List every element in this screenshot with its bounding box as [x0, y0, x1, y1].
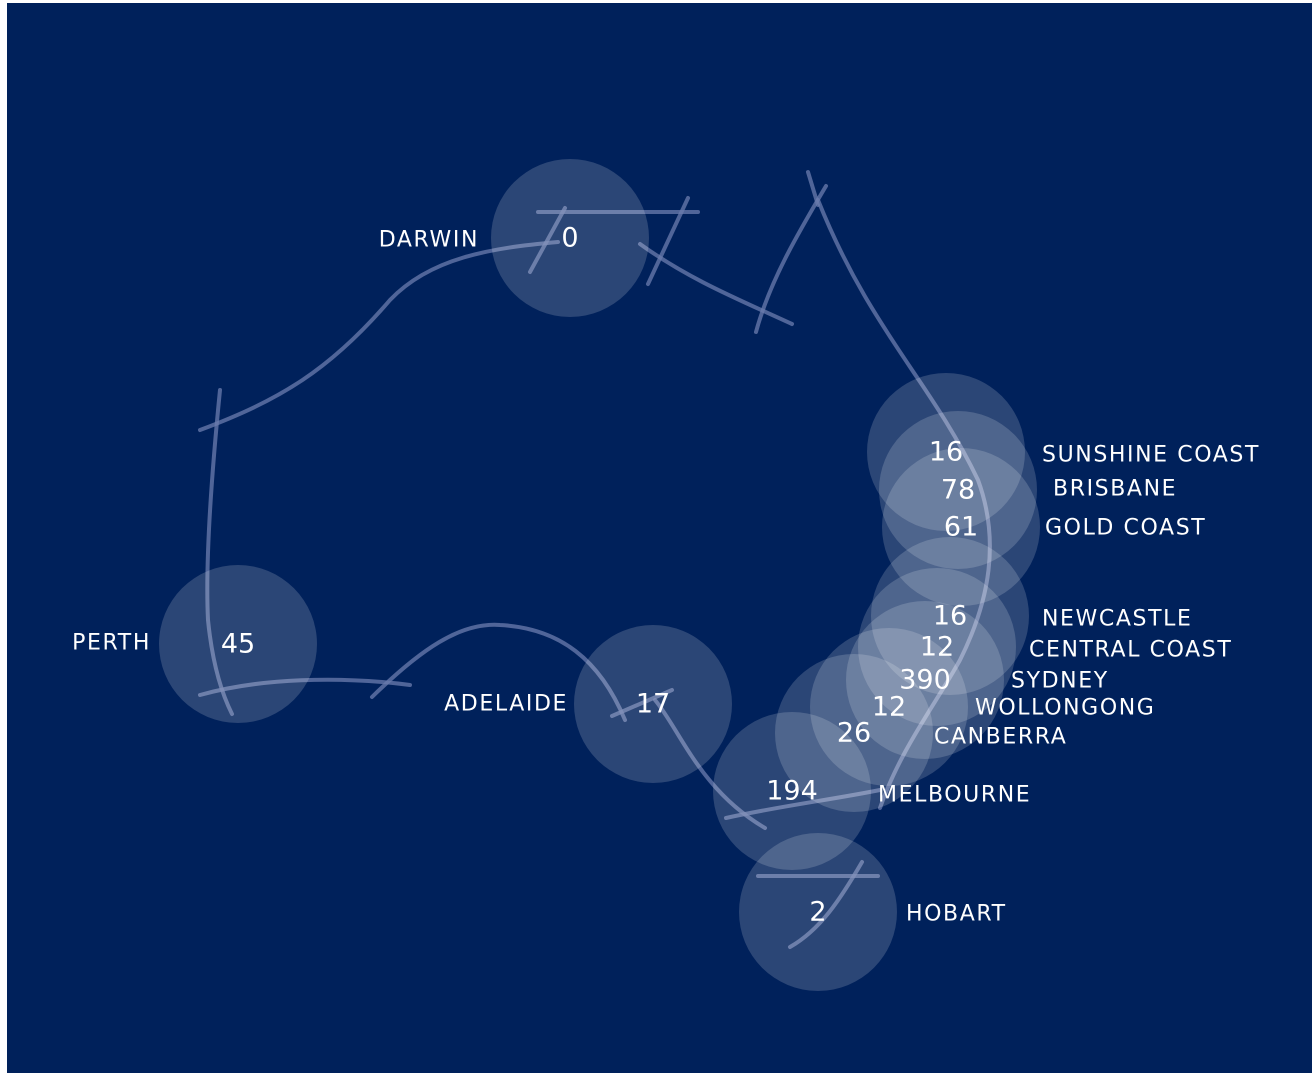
coast-bight	[370, 622, 627, 722]
bubble-perth[interactable]	[159, 565, 317, 723]
coast-cape-york	[754, 184, 828, 334]
label-canberra: CANBERRA	[934, 725, 1067, 750]
label-newcastle: NEWCASTLE	[1042, 607, 1192, 632]
bubble-wollongong[interactable]	[810, 628, 968, 786]
bubble-adelaide[interactable]	[574, 625, 732, 783]
label-perth: PERTH	[72, 631, 151, 656]
count-canberra: 26	[837, 718, 871, 749]
coast-north-west	[198, 240, 560, 432]
bubble-central-coast[interactable]	[858, 568, 1016, 726]
coast-gulf	[638, 242, 794, 326]
label-brisbane: BRISBANE	[1053, 477, 1177, 502]
label-wollongong: WOLLONGONG	[975, 696, 1155, 721]
label-central-coast: CENTRAL COAST	[1029, 638, 1232, 663]
label-sydney: SYDNEY	[1011, 669, 1109, 694]
count-adelaide: 17	[636, 689, 670, 720]
count-newcastle: 16	[933, 601, 967, 632]
coast-east	[816, 198, 992, 810]
count-sunshine-coast: 16	[929, 437, 963, 468]
bubble-melbourne[interactable]	[713, 712, 871, 870]
coast-top-end-left	[528, 206, 567, 274]
label-hobart: HOBART	[906, 902, 1007, 927]
count-central-coast: 12	[920, 632, 954, 663]
coast-south	[610, 688, 674, 718]
bubble-brisbane[interactable]	[879, 411, 1037, 569]
bubble-darwin[interactable]	[491, 159, 649, 317]
coast-west	[205, 388, 234, 716]
city-labels: 0 DARWIN 45 PERTH 17 ADELAIDE 16 SUNSHINE COAST…	[72, 223, 1260, 928]
count-wollongong: 12	[872, 692, 906, 723]
count-darwin: 0	[561, 223, 578, 254]
coastline-sketch	[198, 170, 992, 949]
city-bubbles	[159, 159, 1040, 991]
label-sunshine-coast: SUNSHINE COAST	[1042, 443, 1260, 468]
count-hobart: 2	[809, 897, 826, 928]
bubble-newcastle[interactable]	[871, 537, 1029, 695]
label-darwin: DARWIN	[379, 228, 479, 253]
count-melbourne: 194	[766, 776, 818, 807]
coast-top-end-right	[646, 196, 690, 286]
bubble-sunshine-coast[interactable]	[867, 373, 1025, 531]
bubble-canberra[interactable]	[775, 654, 933, 812]
coast-tas	[788, 860, 864, 949]
coast-bass-strait	[724, 788, 882, 820]
label-melbourne: MELBOURNE	[878, 783, 1031, 808]
map-panel	[7, 3, 1312, 1073]
count-sydney: 390	[899, 665, 951, 696]
bubble-gold-coast[interactable]	[882, 448, 1040, 606]
coast-south-west	[198, 677, 412, 697]
label-adelaide: ADELAIDE	[444, 692, 568, 717]
count-perth: 45	[221, 629, 255, 660]
count-gold-coast: 61	[944, 512, 978, 543]
count-brisbane: 78	[941, 475, 975, 506]
bubble-hobart[interactable]	[739, 833, 897, 991]
bubble-sydney[interactable]	[846, 601, 1004, 759]
label-gold-coast: GOLD COAST	[1045, 516, 1206, 541]
